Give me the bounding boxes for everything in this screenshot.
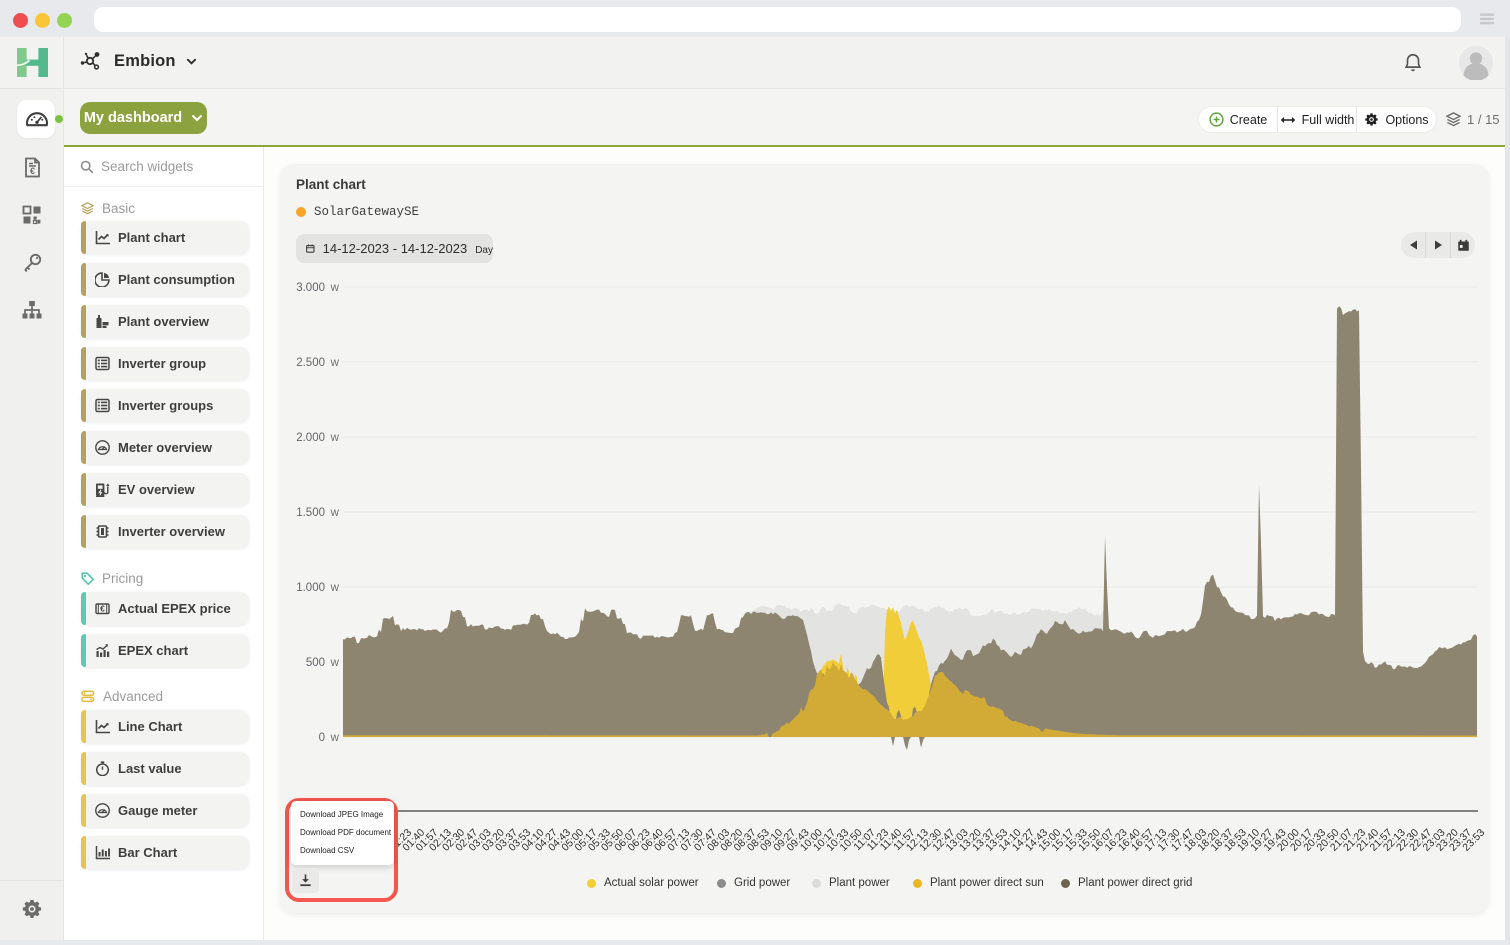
svg-text:W: W (331, 433, 340, 443)
svg-text:W: W (331, 358, 340, 368)
svg-text:W: W (331, 658, 340, 668)
svg-text:1.000: 1.000 (296, 582, 325, 594)
svg-text:€: € (29, 166, 34, 176)
svg-text:€: € (100, 604, 105, 614)
svg-text:500: 500 (306, 657, 325, 669)
svg-text:W: W (331, 583, 340, 593)
svg-text:1.500: 1.500 (296, 507, 325, 519)
svg-text:W: W (331, 508, 340, 518)
svg-text:3.000: 3.000 (296, 282, 325, 294)
svg-text:2.000: 2.000 (296, 432, 325, 444)
svg-text:W: W (331, 733, 340, 743)
svg-text:W: W (331, 283, 340, 293)
svg-text:0: 0 (319, 732, 325, 744)
svg-text:2.500: 2.500 (296, 357, 325, 369)
